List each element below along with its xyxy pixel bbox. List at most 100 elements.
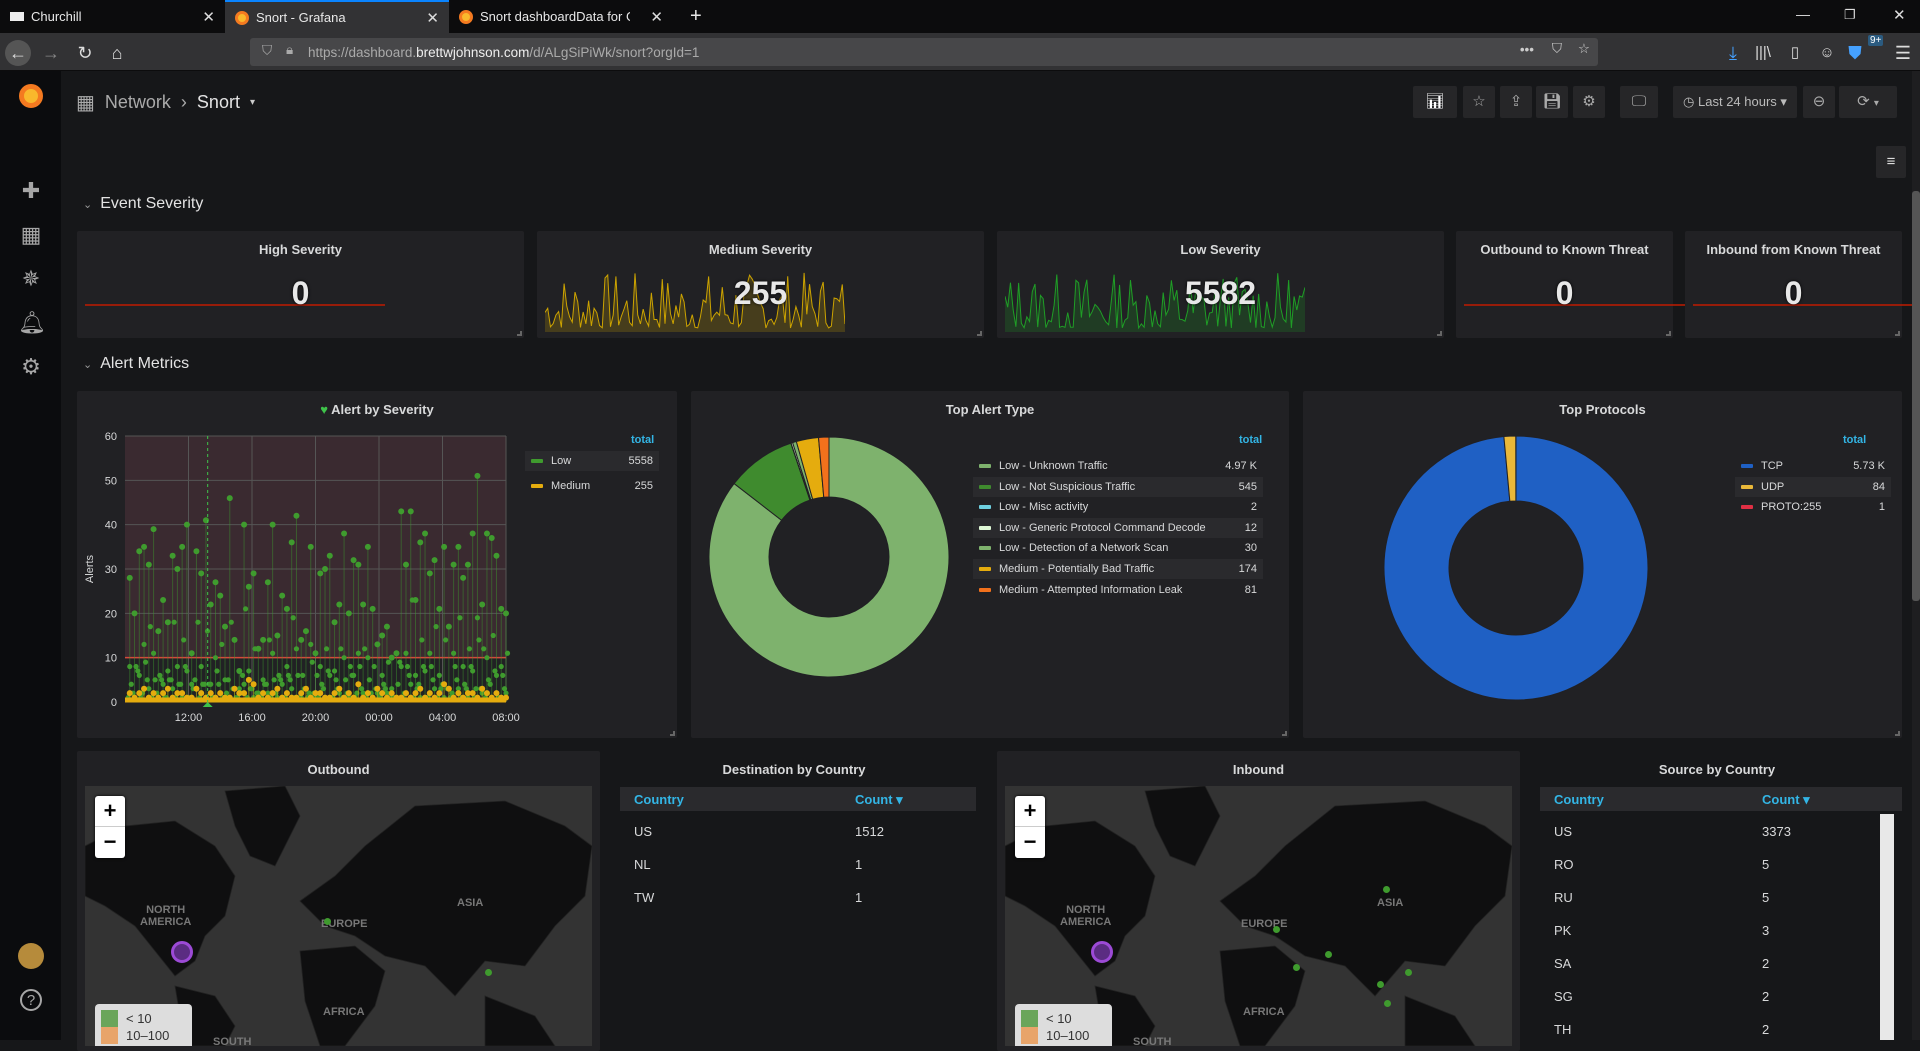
- add-panel-button[interactable]: 📊︎: [1413, 86, 1457, 118]
- map-marker-us[interactable]: [1091, 941, 1113, 963]
- map-marker-us[interactable]: [171, 941, 193, 963]
- tab-snort-dashboard-data[interactable]: Snort dashboardData for Grafan ✕: [449, 0, 673, 33]
- column-header-country[interactable]: Country: [1554, 792, 1604, 807]
- map-marker-ro[interactable]: [1273, 926, 1280, 933]
- menu-icon[interactable]: ☰: [1890, 40, 1916, 66]
- map-marker[interactable]: [1405, 969, 1412, 976]
- home-button[interactable]: ⌂: [104, 40, 130, 66]
- panel-top-alert-type[interactable]: Top Alert Type total Low - Unknown Traff…: [691, 391, 1289, 738]
- explore-compass-icon[interactable]: ✵: [18, 266, 44, 292]
- zoom-out-button[interactable]: −: [95, 827, 125, 858]
- close-tab-icon[interactable]: ✕: [650, 8, 663, 26]
- zoom-in-button[interactable]: +: [95, 796, 125, 827]
- star-dashboard-button[interactable]: ☆: [1463, 86, 1495, 118]
- dashboard-chevron-down-icon[interactable]: ▾: [250, 97, 255, 108]
- forward-button[interactable]: →: [38, 40, 64, 66]
- resize-handle[interactable]: [1895, 731, 1900, 736]
- row-event-severity[interactable]: ⌄Event Severity: [83, 195, 203, 213]
- extension-icon[interactable]: ⛊: [1842, 40, 1868, 66]
- resize-handle[interactable]: [977, 331, 982, 336]
- time-range-picker[interactable]: ◷ Last 24 hours ▾: [1673, 86, 1797, 118]
- downloads-icon[interactable]: ⤓: [1720, 40, 1746, 66]
- create-plus-icon[interactable]: ✚: [18, 178, 44, 204]
- resize-handle[interactable]: [1437, 331, 1442, 336]
- user-avatar[interactable]: [18, 943, 44, 969]
- map-marker-nl[interactable]: [324, 918, 331, 925]
- dashboards-icon[interactable]: ▦: [18, 222, 44, 248]
- resize-handle[interactable]: [1666, 331, 1671, 336]
- map-marker-ru[interactable]: [1383, 886, 1390, 893]
- alerting-bell-icon[interactable]: 🔔︎: [18, 310, 44, 336]
- save-button[interactable]: 💾︎: [1536, 86, 1568, 118]
- grafana-logo[interactable]: [18, 84, 44, 110]
- settings-gear-button[interactable]: ⚙: [1573, 86, 1605, 118]
- library-icon[interactable]: |||\: [1750, 40, 1776, 66]
- close-tab-icon[interactable]: ✕: [202, 8, 215, 26]
- share-button[interactable]: ⇪: [1500, 86, 1532, 118]
- resize-handle[interactable]: [517, 331, 522, 336]
- breadcrumb-dashboard[interactable]: Snort: [197, 92, 240, 113]
- stat-panel-high-severity[interactable]: High Severity 0: [77, 231, 524, 338]
- stat-panel-outbound-known-threat[interactable]: Outbound to Known Threat 0: [1456, 231, 1673, 338]
- legend-total-header[interactable]: total: [1843, 434, 1866, 446]
- column-header-country[interactable]: Country: [634, 792, 684, 807]
- url-bar[interactable]: ⛉ 🔒︎ https://dashboard.brettwjohnson.com…: [250, 38, 1598, 66]
- account-icon[interactable]: ☺: [1814, 40, 1840, 66]
- stat-panel-low-severity[interactable]: Low Severity 5582: [997, 231, 1444, 338]
- page-scrollbar[interactable]: [1912, 71, 1920, 1040]
- resize-handle[interactable]: [670, 731, 675, 736]
- panel-outbound-map[interactable]: Outbound NORTH AMERICA EUROPE ASIA AFRIC…: [77, 751, 600, 1051]
- tv-mode-button[interactable]: 🖵︎: [1620, 86, 1658, 118]
- breadcrumb-folder[interactable]: Network: [105, 92, 171, 113]
- legend-total-header[interactable]: total: [1239, 434, 1262, 446]
- column-header-count[interactable]: Count ▾: [1762, 792, 1810, 808]
- bookmark-star-icon[interactable]: ☆: [1578, 41, 1590, 57]
- minimize-button[interactable]: —: [1796, 6, 1810, 22]
- tab-churchill[interactable]: Churchill ✕: [0, 0, 225, 33]
- close-window-button[interactable]: ✕: [1893, 6, 1906, 24]
- table-scrollbar[interactable]: [1880, 814, 1894, 1040]
- map-marker-th[interactable]: [1377, 981, 1384, 988]
- row-alert-metrics[interactable]: ⌄Alert Metrics: [83, 355, 189, 373]
- back-button[interactable]: ←: [5, 40, 31, 66]
- help-icon[interactable]: ?: [20, 989, 42, 1011]
- world-map[interactable]: NORTH AMERICA EUROPE ASIA AFRICA SOUTH +…: [85, 786, 592, 1046]
- row-menu-button[interactable]: ≡: [1876, 146, 1906, 178]
- stat-panel-inbound-known-threat[interactable]: Inbound from Known Threat 0: [1685, 231, 1902, 338]
- sidebar-toggle-icon[interactable]: ▯: [1782, 40, 1808, 66]
- reload-button[interactable]: ↻: [72, 40, 98, 66]
- zoom-in-button[interactable]: +: [1015, 796, 1045, 827]
- map-marker-tw[interactable]: [485, 969, 492, 976]
- pocket-icon[interactable]: ⛉: [1552, 41, 1562, 57]
- restore-button[interactable]: ❐: [1844, 7, 1856, 23]
- map-marker-pk[interactable]: [1325, 951, 1332, 958]
- resize-handle[interactable]: [1895, 331, 1900, 336]
- tab-snort-grafana[interactable]: Snort - Grafana ✕: [225, 0, 449, 33]
- configuration-gear-icon[interactable]: ⚙: [18, 354, 44, 380]
- stat-panel-medium-severity[interactable]: Medium Severity 255: [537, 231, 984, 338]
- column-header-count[interactable]: Count ▾: [855, 792, 903, 808]
- resize-handle[interactable]: [1282, 731, 1287, 736]
- page-actions-icon[interactable]: •••: [1520, 42, 1534, 57]
- map-marker-sg[interactable]: [1384, 1000, 1391, 1007]
